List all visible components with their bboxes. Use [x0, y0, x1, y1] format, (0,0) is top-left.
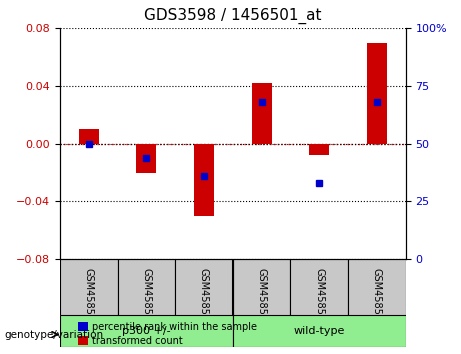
FancyBboxPatch shape: [233, 259, 290, 315]
Text: transformed count: transformed count: [92, 336, 183, 346]
Bar: [252, 83, 272, 144]
Text: GSM458550: GSM458550: [257, 268, 266, 327]
Bar: [309, 144, 329, 155]
FancyBboxPatch shape: [118, 259, 175, 315]
Text: percentile rank within the sample: percentile rank within the sample: [92, 322, 257, 332]
Bar: [194, 144, 214, 216]
Bar: [78, 336, 88, 345]
Text: GSM458549: GSM458549: [199, 268, 209, 327]
Title: GDS3598 / 1456501_at: GDS3598 / 1456501_at: [144, 8, 322, 24]
FancyBboxPatch shape: [348, 259, 406, 315]
Text: genotype/variation: genotype/variation: [5, 330, 104, 339]
Bar: [79, 129, 99, 144]
FancyBboxPatch shape: [60, 259, 118, 315]
Text: wild-type: wild-type: [294, 326, 345, 336]
FancyBboxPatch shape: [290, 259, 348, 315]
Text: GSM458552: GSM458552: [372, 268, 382, 327]
Text: GSM458547: GSM458547: [84, 268, 94, 327]
Bar: [136, 144, 156, 173]
FancyBboxPatch shape: [175, 259, 233, 315]
Text: GSM458551: GSM458551: [314, 268, 324, 327]
Text: p300 +/-: p300 +/-: [122, 326, 171, 336]
Bar: [367, 43, 387, 144]
FancyBboxPatch shape: [60, 315, 233, 347]
FancyBboxPatch shape: [233, 315, 406, 347]
Text: GSM458548: GSM458548: [142, 268, 151, 327]
Bar: [78, 322, 88, 331]
